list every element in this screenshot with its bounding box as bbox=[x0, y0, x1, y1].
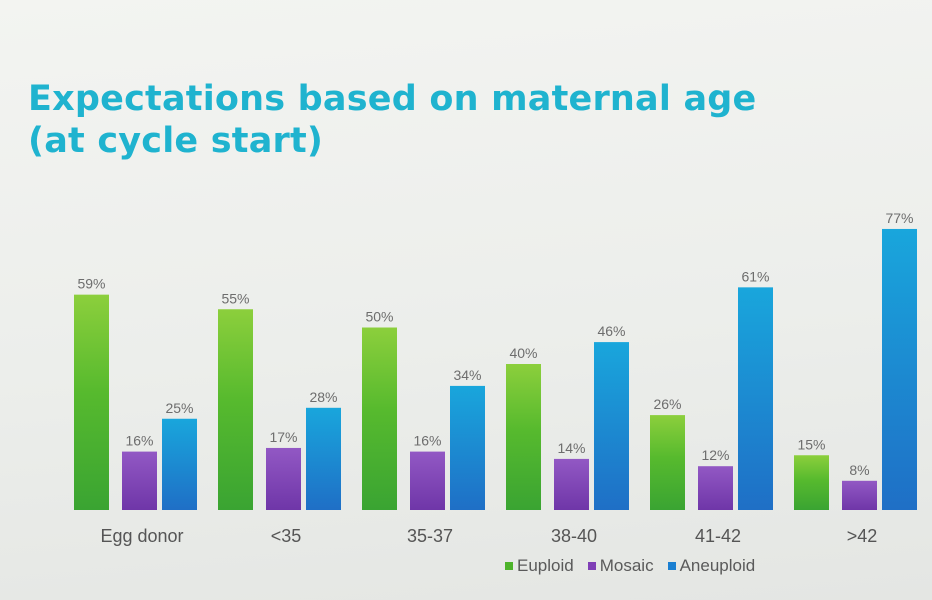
bars-group bbox=[74, 228, 917, 510]
value-label-mosaic-4: 12% bbox=[701, 447, 729, 463]
category-label-1: <35 bbox=[271, 526, 302, 546]
bar-aneuploid-0 bbox=[162, 418, 197, 510]
bar-aneuploid-2 bbox=[450, 385, 485, 510]
bar-mosaic-5 bbox=[842, 480, 877, 510]
legend-item-aneuploid: Aneuploid bbox=[667, 556, 756, 576]
legend-item-mosaic: Mosaic bbox=[587, 556, 654, 576]
title-line-2: (at cycle start) bbox=[28, 121, 324, 161]
bar-aneuploid-3 bbox=[594, 342, 629, 510]
value-label-euploid-1: 55% bbox=[221, 290, 249, 306]
value-label-euploid-5: 15% bbox=[797, 436, 825, 452]
value-label-mosaic-5: 8% bbox=[849, 462, 869, 478]
title-line-1: Expectations based on maternal age bbox=[28, 79, 757, 119]
value-label-mosaic-1: 17% bbox=[269, 429, 297, 445]
bar-mosaic-4 bbox=[698, 466, 733, 510]
legend-item-euploid: Euploid bbox=[505, 556, 574, 576]
bar-aneuploid-5 bbox=[882, 228, 917, 510]
value-label-euploid-4: 26% bbox=[653, 396, 681, 412]
bar-euploid-2 bbox=[362, 327, 397, 510]
value-label-mosaic-2: 16% bbox=[413, 433, 441, 449]
value-label-mosaic-0: 16% bbox=[125, 433, 153, 449]
bar-euploid-3 bbox=[506, 364, 541, 510]
bar-mosaic-2 bbox=[410, 451, 445, 510]
category-label-4: 41-42 bbox=[695, 526, 741, 546]
category-label-2: 35-37 bbox=[407, 526, 453, 546]
value-label-aneuploid-5: 77% bbox=[885, 210, 913, 226]
bar-euploid-0 bbox=[74, 294, 109, 510]
legend: Euploid Mosaic Aneuploid bbox=[505, 556, 755, 576]
bar-euploid-4 bbox=[650, 415, 685, 510]
value-label-mosaic-3: 14% bbox=[557, 440, 585, 456]
value-label-aneuploid-4: 61% bbox=[741, 268, 769, 284]
legend-label-aneuploid: Aneuploid bbox=[679, 556, 756, 575]
category-labels-group: Egg donor <35 35-37 38-40 41-42 >42 bbox=[100, 526, 877, 546]
value-labels-group: 59% 16% 25% 55% 17% 28% 50% 16% 34% 40% 14% 46% 26% 1… bbox=[77, 210, 913, 478]
slide-title: Expectations based on maternal age (at c… bbox=[28, 78, 848, 162]
value-label-aneuploid-0: 25% bbox=[165, 400, 193, 416]
legend-label-euploid: Euploid bbox=[517, 556, 574, 575]
bar-mosaic-1 bbox=[266, 447, 301, 510]
legend-swatch-euploid bbox=[505, 562, 513, 570]
bar-euploid-1 bbox=[218, 309, 253, 510]
value-label-euploid-3: 40% bbox=[509, 345, 537, 361]
value-label-euploid-0: 59% bbox=[77, 276, 105, 292]
legend-label-mosaic: Mosaic bbox=[599, 556, 654, 575]
bar-aneuploid-1 bbox=[306, 407, 341, 510]
category-label-3: 38-40 bbox=[551, 526, 597, 546]
legend-swatch-aneuploid bbox=[667, 562, 676, 570]
bar-euploid-5 bbox=[794, 455, 829, 510]
value-label-aneuploid-1: 28% bbox=[309, 389, 337, 405]
value-label-aneuploid-3: 46% bbox=[597, 323, 625, 339]
bar-mosaic-3 bbox=[554, 458, 589, 510]
category-label-5: >42 bbox=[847, 526, 878, 546]
value-label-aneuploid-2: 34% bbox=[453, 367, 481, 383]
bar-mosaic-0 bbox=[122, 451, 157, 510]
legend-swatch-mosaic bbox=[587, 562, 596, 570]
category-label-0: Egg donor bbox=[100, 526, 183, 546]
bar-aneuploid-4 bbox=[738, 287, 773, 510]
value-label-euploid-2: 50% bbox=[365, 309, 393, 325]
